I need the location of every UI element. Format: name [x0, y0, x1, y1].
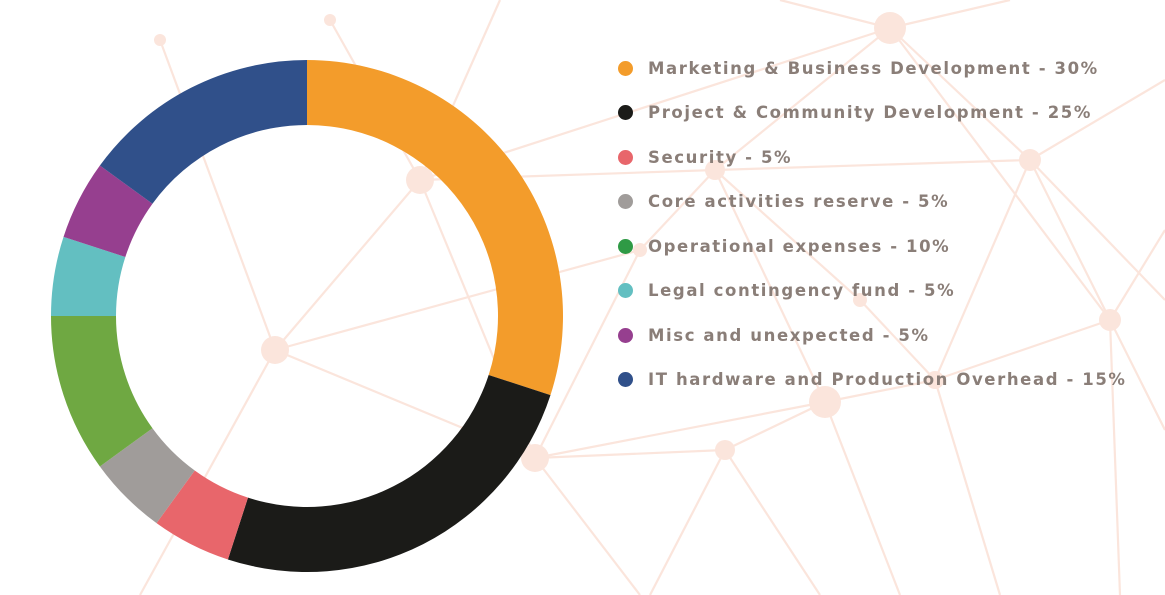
- legend-label: IT hardware and Production Overhead - 15…: [648, 370, 1127, 390]
- legend-label: Project & Community Development - 25%: [648, 103, 1093, 123]
- network-line: [724, 401, 826, 451]
- network-node: [926, 371, 944, 389]
- network-line: [933, 379, 1002, 595]
- donut-chart: [51, 60, 563, 572]
- legend-swatch-icon: [618, 194, 633, 210]
- network-line: [714, 27, 891, 171]
- donut-slice-2: [227, 375, 551, 572]
- network-node: [406, 166, 434, 194]
- network-line: [1029, 79, 1165, 161]
- network-node: [324, 14, 336, 26]
- legend-item: Operational expenses - 10%: [618, 224, 1158, 269]
- network-line: [889, 27, 1111, 321]
- network-node: [1099, 309, 1121, 331]
- legend-swatch-icon: [618, 60, 633, 76]
- network-line: [1029, 159, 1111, 321]
- legend-swatch-icon: [618, 105, 633, 121]
- network-line: [158, 39, 277, 351]
- network-line: [889, 27, 1031, 161]
- donut-slice-8: [99, 60, 307, 204]
- legend-item: IT hardware and Production Overhead - 15…: [618, 358, 1158, 403]
- network-node: [874, 12, 906, 44]
- network-node: [261, 336, 289, 364]
- network-line: [274, 248, 641, 352]
- network-line: [1029, 159, 1165, 301]
- legend-swatch-icon: [618, 327, 633, 343]
- legend-label: Operational expenses - 10%: [648, 236, 951, 256]
- legend-label: Legal contingency fund - 5%: [648, 281, 956, 301]
- network-node: [809, 386, 841, 418]
- network-line: [823, 401, 902, 595]
- network-line: [889, 0, 1011, 30]
- donut-slice-3: [156, 470, 248, 560]
- network-line: [534, 400, 826, 460]
- legend-swatch-icon: [618, 372, 633, 388]
- network-line: [824, 378, 936, 404]
- legend-item: Marketing & Business Development - 30%: [618, 46, 1158, 91]
- network-node: [1019, 149, 1041, 171]
- legend-item: Security - 5%: [618, 135, 1158, 180]
- network-node: [521, 444, 549, 472]
- legend-label: Marketing & Business Development - 30%: [648, 58, 1099, 78]
- network-line: [859, 299, 936, 381]
- donut-slice-6: [51, 236, 126, 316]
- network-line: [534, 457, 641, 595]
- network-line: [274, 179, 421, 351]
- legend-swatch-icon: [618, 238, 633, 254]
- network-line: [649, 449, 726, 595]
- network-line: [139, 349, 276, 595]
- network-line: [724, 449, 821, 595]
- donut-slice-4: [99, 428, 195, 524]
- legend-item: Core activities reserve - 5%: [618, 180, 1158, 225]
- legend-swatch-icon: [618, 149, 633, 165]
- network-line: [1109, 229, 1165, 321]
- network-line: [714, 169, 861, 301]
- legend-label: Core activities reserve - 5%: [648, 192, 950, 212]
- legend-swatch-icon: [618, 283, 633, 299]
- network-node: [705, 160, 725, 180]
- network-line: [639, 169, 716, 251]
- network-line: [934, 318, 1111, 382]
- legend-item: Project & Community Development - 25%: [618, 91, 1158, 136]
- network-line: [534, 448, 726, 460]
- network-line: [1109, 319, 1165, 431]
- network-node: [715, 440, 735, 460]
- donut-slice-7: [63, 165, 153, 257]
- network-node: [853, 293, 867, 307]
- legend-item: Misc and unexpected - 5%: [618, 313, 1158, 358]
- legend-item: Legal contingency fund - 5%: [618, 269, 1158, 314]
- chart-legend: Marketing & Business Development - 30% Pr…: [618, 46, 1158, 402]
- legend-label: Security - 5%: [648, 147, 793, 167]
- network-line: [714, 169, 826, 403]
- network-line: [779, 0, 891, 30]
- network-line: [714, 158, 1031, 172]
- network-node: [633, 243, 647, 257]
- network-line: [933, 159, 1032, 381]
- network-node: [154, 34, 166, 46]
- legend-label: Misc and unexpected - 5%: [648, 325, 930, 345]
- donut-slice-1: [307, 60, 563, 396]
- donut-slice-5: [51, 316, 153, 467]
- network-line: [1108, 319, 1122, 595]
